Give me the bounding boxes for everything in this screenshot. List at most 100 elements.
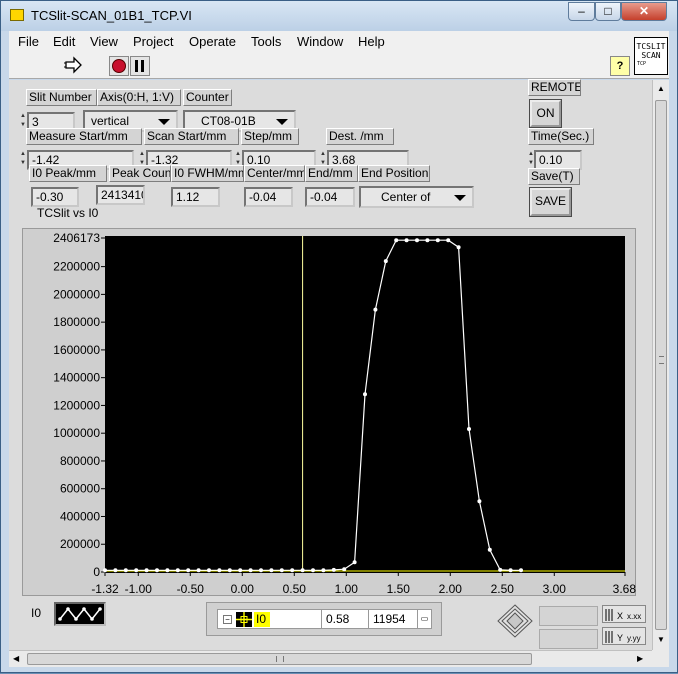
- horizontal-scroll-thumb[interactable]: [27, 653, 532, 665]
- y-tick-label: 1200000: [53, 398, 100, 412]
- scroll-up-icon[interactable]: ▲: [657, 84, 665, 93]
- menu-view[interactable]: View: [90, 34, 118, 49]
- remote-on-button[interactable]: ON: [529, 99, 562, 128]
- counter-select[interactable]: CT08-01B: [183, 110, 296, 132]
- vertical-scroll-thumb[interactable]: [655, 100, 667, 630]
- axis-select-value: vertical: [91, 114, 130, 128]
- y-tick-label: 400000: [60, 509, 100, 523]
- cursor-name[interactable]: I0: [254, 612, 270, 627]
- svg-text:Y: Y: [617, 633, 623, 643]
- x-tick-label: 2.50: [491, 582, 515, 596]
- data-point: [175, 568, 180, 573]
- menu-project[interactable]: Project: [133, 34, 174, 49]
- end-position-label: End Position: [358, 165, 430, 182]
- x-tick-label: 0.50: [283, 582, 307, 596]
- data-point: [456, 245, 461, 250]
- data-point: [103, 568, 107, 573]
- data-point: [498, 567, 503, 572]
- cursor-row[interactable]: − I0 0.58 11954 ▭: [217, 609, 432, 629]
- step-spinner[interactable]: ▲ ▼: [235, 151, 241, 166]
- cursor-y-value[interactable]: 11954: [368, 610, 416, 628]
- abort-button[interactable]: [109, 56, 129, 76]
- graph-palette-icon[interactable]: [497, 604, 533, 638]
- end-position-select[interactable]: Center of: [359, 186, 474, 208]
- data-point: [425, 238, 430, 243]
- legend-label: I0: [31, 606, 42, 620]
- end-position-value: Center of: [381, 190, 431, 204]
- data-point: [123, 568, 128, 573]
- run-button[interactable]: [63, 56, 83, 76]
- time-spinner[interactable]: ▲ ▼: [528, 151, 534, 166]
- menu-operate[interactable]: Operate: [189, 34, 236, 49]
- axis-label: Axis(0:H, 1:V): [97, 89, 181, 106]
- cursor-collapse-icon[interactable]: −: [223, 615, 232, 624]
- y-scale-name: [539, 629, 598, 649]
- vi-icon-line1: TCSLIT: [636, 42, 666, 51]
- maximize-button[interactable]: □: [595, 2, 621, 21]
- dest-spinner[interactable]: ▲ ▼: [320, 151, 326, 166]
- i0-peak-field: -0.30: [31, 187, 79, 207]
- step-label: Step/mm: [241, 128, 299, 145]
- scroll-right-icon[interactable]: ▶: [637, 654, 644, 663]
- end-field: -0.04: [305, 187, 355, 207]
- counter-label: Counter: [183, 89, 232, 106]
- y-tick-label: 2200000: [53, 260, 100, 274]
- x-scale-name: [539, 606, 598, 626]
- minimize-button[interactable]: –: [568, 2, 595, 21]
- scroll-left-icon[interactable]: ◀: [13, 654, 20, 663]
- data-point: [238, 568, 243, 573]
- cursor-lock-icon[interactable]: ▭: [417, 610, 431, 628]
- x-tick-label: 1.00: [335, 582, 359, 596]
- y-tick-label: 2406173: [53, 231, 100, 245]
- pause-button[interactable]: [130, 56, 150, 76]
- menu-tools[interactable]: Tools: [251, 34, 282, 49]
- slit-number-spinner[interactable]: ▲ ▼: [20, 113, 26, 128]
- x-tick-label: 3.00: [543, 582, 567, 596]
- title-bar[interactable]: TCSlit-SCAN_01B1_TCP.VI – □ ✕: [1, 1, 677, 31]
- plot-area[interactable]: [105, 236, 625, 573]
- x-tick-label: -0.50: [177, 582, 205, 596]
- close-button[interactable]: ✕: [621, 2, 667, 21]
- data-point: [113, 568, 118, 573]
- data-point: [394, 238, 399, 243]
- labview-app-icon: [10, 9, 24, 21]
- data-point: [186, 568, 191, 573]
- legend-line-icon: [54, 602, 106, 626]
- y-tick-label: 0: [93, 565, 100, 579]
- menu-help[interactable]: Help: [358, 34, 385, 49]
- plot-legend[interactable]: I0: [24, 602, 109, 628]
- menu-bar: File Edit View Project Operate Tools Win…: [9, 31, 669, 53]
- cursor-x-value[interactable]: 0.58: [321, 610, 368, 628]
- i0-fwhm-field: 1.12: [171, 187, 220, 207]
- y-tick-label: 1600000: [53, 343, 100, 357]
- x-tick-label: 2.00: [439, 582, 463, 596]
- data-point: [321, 568, 326, 573]
- data-point: [227, 568, 232, 573]
- save-button[interactable]: SAVE: [529, 187, 572, 217]
- scan-start-spinner[interactable]: ▲ ▼: [139, 151, 145, 166]
- data-point: [144, 568, 149, 573]
- data-point: [404, 238, 409, 243]
- vertical-scrollbar[interactable]: ▲ ▼: [652, 80, 669, 650]
- remote-label: REMOTE: [528, 79, 581, 96]
- scan-start-label: Scan Start/mm: [144, 128, 239, 145]
- y-tick-label: 200000: [60, 537, 100, 551]
- time-label: Time(Sec.): [528, 128, 594, 145]
- menu-window[interactable]: Window: [297, 34, 344, 49]
- pause-icon: [135, 60, 144, 72]
- data-point: [342, 567, 347, 572]
- horizontal-scrollbar[interactable]: ◀ ▶: [9, 650, 652, 667]
- menu-file[interactable]: File: [18, 34, 39, 49]
- resize-grip[interactable]: [652, 650, 669, 667]
- measure-start-spinner[interactable]: ▲ ▼: [20, 151, 26, 166]
- toolbar: ?: [9, 53, 669, 79]
- scroll-down-icon[interactable]: ▼: [657, 635, 665, 644]
- cursor-style-icon[interactable]: [236, 612, 252, 627]
- svg-text:x.xx: x.xx: [627, 612, 641, 621]
- context-help-button[interactable]: ?: [610, 56, 630, 76]
- menu-edit[interactable]: Edit: [53, 34, 76, 49]
- data-point: [352, 560, 357, 565]
- y-tick-label: 1800000: [53, 315, 100, 329]
